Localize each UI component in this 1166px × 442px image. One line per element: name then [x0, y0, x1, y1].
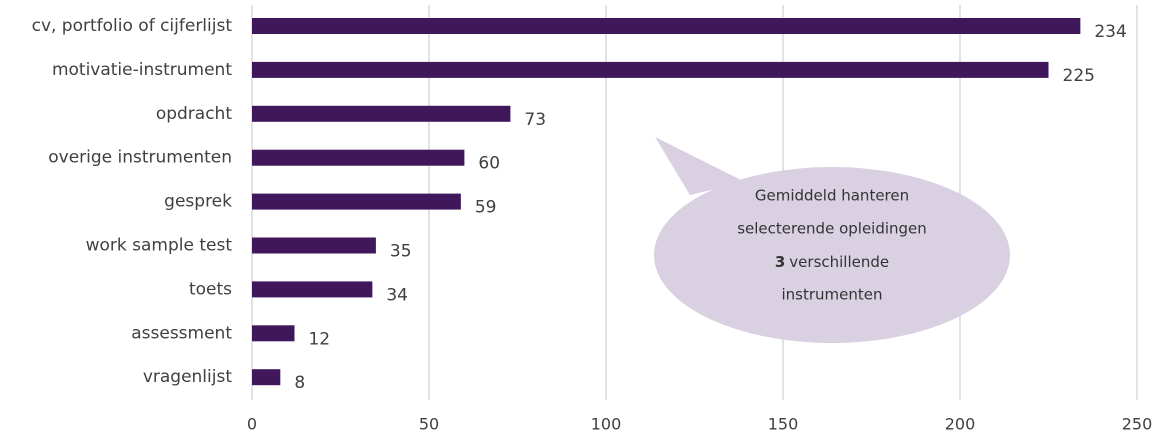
bars: cv, portfolio of cijferlijst 234 motivatie…: [32, 16, 1127, 393]
category-label: motivatie-instrument: [52, 60, 232, 80]
value-label: 59: [475, 198, 497, 218]
bar: [252, 61, 1049, 78]
bar: [252, 105, 511, 122]
annotation-number: 3: [775, 253, 785, 271]
bar: [252, 325, 295, 342]
x-tick-label: 250: [1122, 415, 1153, 434]
annotation-text: Gemiddeld hanteren: [755, 187, 909, 205]
bar: [252, 149, 465, 166]
x-tick-label: 200: [945, 415, 976, 434]
grid: 0 50 100 150 200 250: [247, 5, 1152, 434]
bar: [252, 237, 376, 254]
x-tick-label: 100: [591, 415, 622, 434]
speech-bubble: [654, 167, 1010, 343]
category-label: toets: [189, 279, 232, 299]
annotation-text: selecterende opleidingen: [737, 220, 927, 238]
category-label: opdracht: [156, 104, 233, 124]
value-label: 8: [294, 373, 305, 393]
category-label: gesprek: [164, 192, 232, 212]
value-label: 225: [1063, 66, 1095, 86]
value-label: 35: [390, 242, 412, 262]
bar: [252, 193, 461, 210]
category-label: cv, portfolio of cijferlijst: [32, 16, 233, 36]
x-tick-label: 50: [419, 415, 439, 434]
annotation-text: verschillende: [789, 253, 889, 271]
annotation-text: 3 verschillende: [775, 253, 889, 271]
category-label: vragenlijst: [143, 367, 233, 387]
annotation: Gemiddeld hanteren selecterende opleiding…: [654, 137, 1010, 343]
category-label: work sample test: [86, 236, 233, 256]
category-label: assessment: [131, 323, 232, 343]
value-label: 12: [308, 329, 330, 349]
value-label: 34: [386, 285, 408, 305]
x-tick-label: 0: [247, 415, 257, 434]
value-label: 73: [524, 110, 546, 130]
category-label: overige instrumenten: [48, 148, 232, 168]
speech-bubble-tail: [655, 137, 745, 195]
annotation-text: instrumenten: [781, 286, 882, 304]
bar: [252, 369, 281, 386]
value-label: 234: [1094, 22, 1126, 42]
bar: [252, 18, 1081, 34]
bar: [252, 281, 373, 298]
value-label: 60: [478, 154, 500, 174]
x-tick-label: 150: [768, 415, 799, 434]
